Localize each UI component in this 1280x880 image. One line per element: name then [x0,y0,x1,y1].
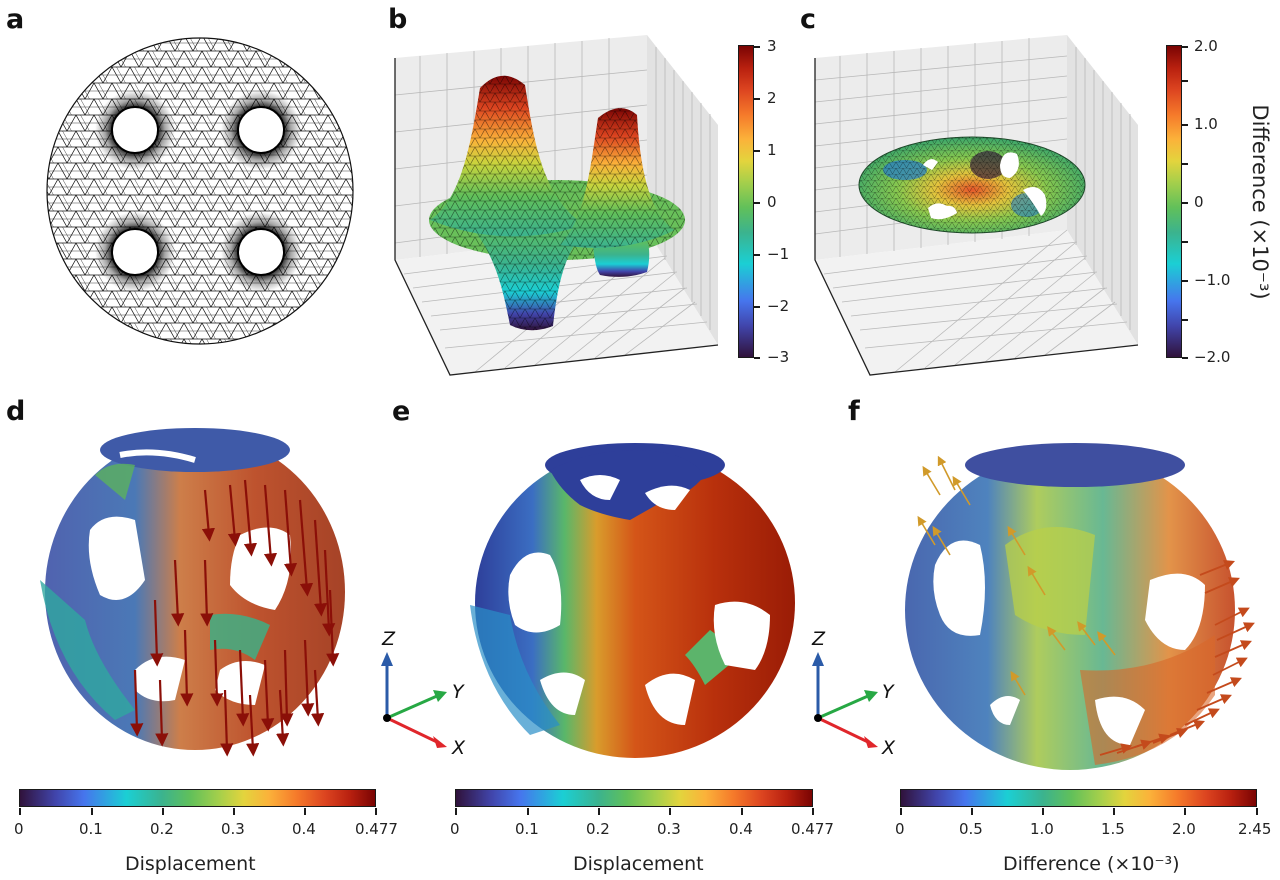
colorbar-tick [754,202,760,204]
colorbar-tick-label: 1.0 [1194,115,1218,133]
colorbar-tick [1042,808,1044,815]
colorbar-tick-label: 0.2 [150,820,174,838]
colorbar-tick [304,808,306,815]
colorbar-tick [19,808,21,815]
lattice-plot-e [470,443,795,758]
colorbar-tick [162,808,164,815]
colorbar-tick [754,98,760,100]
axis-label-x: X [452,737,466,759]
colorbar-tick [1182,46,1188,48]
colorbar-tick [1182,80,1188,82]
colorbar-tick [754,357,760,359]
colorbar-tick [598,808,600,815]
colorbar-tick [233,808,235,815]
colorbar-tick [669,808,671,815]
colorbar-tick-label: 0.2 [586,820,610,838]
colorbar-tick [455,808,457,815]
colorbar-tick-label: 1 [767,141,777,159]
colorbar-tick-label: 2.45 [1238,820,1272,838]
mesh-plot-a [46,37,354,345]
colorbar-tick [754,46,760,48]
colorbar-tick-label: 0 [450,820,460,838]
colorbar-tick [1256,808,1258,815]
colorbar-tick-label: −1 [767,245,790,263]
colorbar-tick [754,306,760,308]
colorbar-c [1166,45,1182,358]
colorbar-tick [1182,163,1188,165]
axis-triad-1 [381,652,447,748]
colorbar-tick-label: 1.0 [1030,820,1054,838]
colorbar-title-e: Displacement [573,853,704,875]
colorbar-tick-label: 0.1 [79,820,103,838]
colorbar-tick-label: 0 [1194,193,1204,211]
surface-plot-b [394,35,719,376]
colorbar-tick [1182,202,1188,204]
colorbar-tick-label: −2.0 [1194,348,1231,366]
colorbar-e [455,789,813,807]
axis-triad-2 [812,652,878,748]
colorbar-tick [754,254,760,256]
axis-label-y: Y [452,681,464,703]
colorbar-tick [971,808,973,815]
colorbar-title-c: Difference (×10⁻³) [1248,104,1272,300]
colorbar-tick-label: 0.1 [515,820,539,838]
axis-label-x: X [882,737,896,759]
colorbar-tick-label: 0.4 [729,820,753,838]
panel-label-f: f [848,396,860,427]
colorbar-tick [754,150,760,152]
axis-label-y: Y [882,681,894,703]
colorbar-tick-label: 0.4 [292,820,316,838]
colorbar-b [738,45,754,358]
colorbar-tick [1182,319,1188,321]
colorbar-tick-label: 0.5 [959,820,983,838]
colorbar-tick [375,808,377,815]
colorbar-tick [91,808,93,815]
colorbar-tick-label: 0.477 [791,820,834,838]
colorbar-tick-label: 3 [767,37,777,55]
colorbar-tick [1182,357,1188,359]
colorbar-tick-label: 2.0 [1194,37,1218,55]
axis-label-z: Z [382,628,396,650]
colorbar-tick [1182,124,1188,126]
colorbar-tick-label: 0.3 [657,820,681,838]
colorbar-tick-label: −3 [767,348,790,366]
colorbar-title-f: Difference (×10⁻³) [1003,853,1180,875]
colorbar-tick-label: 2 [767,89,777,107]
colorbar-tick [1184,808,1186,815]
colorbar-tick-label: 2.0 [1172,820,1196,838]
colorbar-tick-label: 0 [767,193,777,211]
colorbar-d [19,789,376,807]
panel-label-e: e [392,396,411,427]
axis-label-z: Z [812,628,826,650]
colorbar-tick [527,808,529,815]
colorbar-tick [1182,241,1188,243]
colorbar-tick [1182,280,1188,282]
colorbar-tick [1113,808,1115,815]
lattice-plot-d [40,428,345,757]
colorbar-f [900,789,1257,807]
colorbar-tick [812,808,814,815]
colorbar-tick-label: 0.477 [355,820,398,838]
colorbar-tick-label: 0 [895,820,905,838]
panel-label-a: a [6,4,25,35]
panel-label-b: b [388,4,408,35]
panel-label-c: c [800,4,817,35]
surface-plot-c [814,35,1139,376]
colorbar-tick-label: 0 [14,820,24,838]
colorbar-tick-label: −2 [767,297,790,315]
colorbar-tick-label: 1.5 [1101,820,1125,838]
colorbar-title-d: Displacement [125,853,256,875]
colorbar-tick [900,808,902,815]
colorbar-tick-label: 0.3 [221,820,245,838]
colorbar-tick [741,808,743,815]
lattice-plot-f [905,443,1255,770]
colorbar-tick-label: −1.0 [1194,271,1231,289]
panel-label-d: d [6,396,26,427]
